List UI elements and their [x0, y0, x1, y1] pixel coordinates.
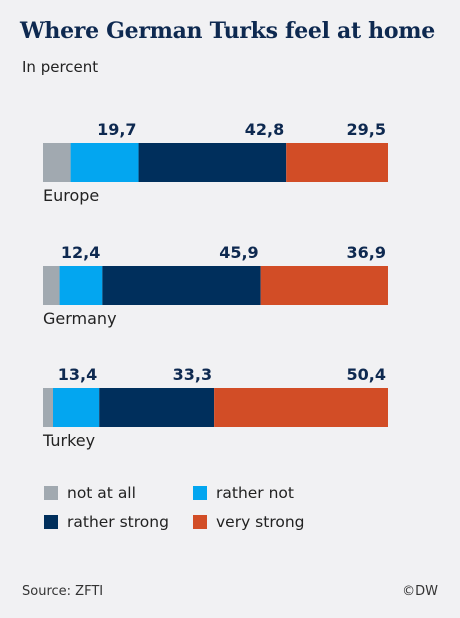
data-label: 42,8: [245, 120, 284, 139]
legend-swatch: [193, 486, 207, 500]
bar-segment-germany-rather-strong: [102, 266, 261, 305]
legend-item-rather-not: rather not: [193, 484, 294, 502]
legend-label: very strong: [216, 513, 305, 531]
legend-swatch: [44, 486, 58, 500]
category-label-turkey: Turkey: [42, 431, 95, 450]
data-label: 50,4: [347, 365, 386, 384]
legend-item-rather-strong: rather strong: [44, 513, 169, 531]
bar-segment-turkey-not-at-all: [43, 388, 53, 427]
source-note: Source: ZFTI: [22, 584, 104, 599]
legend-item-not-at-all: not at all: [44, 484, 136, 502]
bar-segment-turkey-rather-not: [53, 388, 100, 427]
chart-subtitle: In percent: [22, 58, 99, 76]
bar-segment-turkey-very-strong: [214, 388, 388, 427]
bar-segment-germany-very-strong: [260, 266, 388, 305]
data-label: 13,4: [58, 365, 97, 384]
chart-title: Where German Turks feel at home: [20, 18, 435, 44]
bar-segment-europe-rather-strong: [138, 143, 287, 182]
bar-segment-turkey-rather-strong: [99, 388, 215, 427]
legend-label: rather strong: [67, 513, 169, 531]
legend-swatch: [44, 515, 58, 529]
category-label-germany: Germany: [43, 309, 117, 328]
legend-swatch: [193, 515, 207, 529]
dw-credit: ©DW: [402, 584, 438, 599]
data-label: 36,9: [347, 243, 386, 262]
legend-item-very-strong: very strong: [193, 513, 305, 531]
bar-segment-europe-very-strong: [286, 143, 388, 182]
data-label: 33,3: [173, 365, 212, 384]
data-label: 45,9: [219, 243, 258, 262]
data-label: 29,5: [347, 120, 386, 139]
bar-segment-germany-rather-not: [59, 266, 103, 305]
legend-label: not at all: [67, 484, 136, 502]
bar-segment-europe-rather-not: [70, 143, 139, 182]
legend-label: rather not: [216, 484, 294, 502]
data-label: 19,7: [97, 120, 136, 139]
category-label-europe: Europe: [43, 186, 99, 205]
bar-segment-europe-not-at-all: [43, 143, 71, 182]
data-label: 12,4: [61, 243, 100, 262]
bar-segment-germany-not-at-all: [43, 266, 60, 305]
